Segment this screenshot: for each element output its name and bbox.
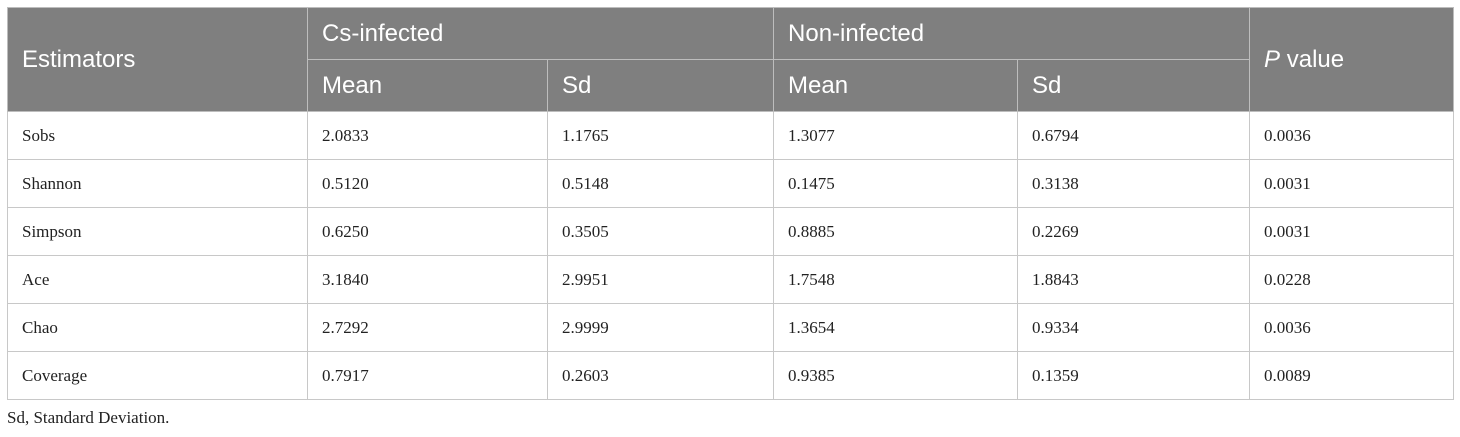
header-cs-mean: Mean: [307, 59, 548, 112]
header-cs-infected: Cs-infected: [306, 7, 775, 60]
table-row: Sobs 2.0833 1.1765 1.3077 0.6794 0.0036: [7, 111, 1455, 160]
cell-cs-mean: 0.5120: [307, 159, 548, 208]
table-row: Coverage 0.7917 0.2603 0.9385 0.1359 0.0…: [7, 351, 1455, 400]
cell-cs-sd: 2.9951: [546, 255, 775, 304]
cell-cs-sd: 1.1765: [546, 111, 775, 160]
cell-non-sd: 0.1359: [1017, 351, 1251, 400]
cell-p-value: 0.0036: [1249, 111, 1455, 160]
cell-non-mean: 0.1475: [773, 159, 1019, 208]
header-row-stats: Mean Sd Mean Sd: [8, 59, 1454, 112]
cell-non-sd: 0.2269: [1017, 207, 1251, 256]
table-footnote: Sd, Standard Deviation.: [7, 408, 170, 427]
cell-cs-sd: 0.2603: [546, 351, 775, 400]
cell-p-value: 0.0089: [1249, 351, 1455, 400]
cell-non-sd: 0.3138: [1017, 159, 1251, 208]
table-container: Estimators Cs-infected Non-infected P va…: [7, 7, 1455, 400]
header-estimators: Estimators: [7, 7, 308, 112]
cell-non-mean: 1.7548: [773, 255, 1019, 304]
cell-p-value: 0.0031: [1249, 207, 1455, 256]
table-row: Ace 3.1840 2.9951 1.7548 1.8843 0.0228: [7, 255, 1455, 304]
cell-cs-mean: 0.6250: [307, 207, 548, 256]
header-non-infected: Non-infected: [773, 7, 1251, 60]
header-p-suffix: value: [1280, 45, 1345, 73]
table-row: Chao 2.7292 2.9999 1.3654 0.9334 0.0036: [7, 303, 1455, 352]
header-row-groups: Estimators Cs-infected Non-infected P va…: [7, 7, 1455, 112]
cell-cs-sd: 2.9999: [546, 303, 775, 352]
table-row: Shannon 0.5120 0.5148 0.1475 0.3138 0.00…: [7, 159, 1455, 208]
cell-non-mean: 0.8885: [773, 207, 1019, 256]
cell-estimator: Chao: [7, 303, 308, 352]
table-row: Simpson 0.6250 0.3505 0.8885 0.2269 0.00…: [7, 207, 1455, 256]
cell-p-value: 0.0228: [1249, 255, 1455, 304]
cell-estimator: Shannon: [7, 159, 308, 208]
table-body: Sobs 2.0833 1.1765 1.3077 0.6794 0.0036 …: [7, 111, 1455, 400]
header-non-sd: Sd: [1017, 59, 1251, 112]
cell-non-mean: 0.9385: [773, 351, 1019, 400]
table-header: Estimators Cs-infected Non-infected P va…: [7, 7, 1455, 112]
header-cs-sd: Sd: [546, 59, 775, 112]
cell-p-value: 0.0031: [1249, 159, 1455, 208]
cell-cs-mean: 3.1840: [307, 255, 548, 304]
estimators-table: Estimators Cs-infected Non-infected P va…: [7, 7, 1455, 400]
cell-cs-sd: 0.5148: [546, 159, 775, 208]
cell-estimator: Sobs: [7, 111, 308, 160]
cell-estimator: Simpson: [7, 207, 308, 256]
cell-non-mean: 1.3077: [773, 111, 1019, 160]
header-non-mean: Mean: [773, 59, 1019, 112]
cell-non-mean: 1.3654: [773, 303, 1019, 352]
cell-p-value: 0.0036: [1249, 303, 1455, 352]
header-p-letter: P: [1264, 45, 1281, 73]
header-p-value: P value: [1249, 7, 1455, 112]
cell-non-sd: 0.6794: [1017, 111, 1251, 160]
cell-cs-mean: 0.7917: [307, 351, 548, 400]
cell-non-sd: 0.9334: [1017, 303, 1251, 352]
cell-cs-sd: 0.3505: [546, 207, 775, 256]
cell-estimator: Ace: [7, 255, 308, 304]
cell-cs-mean: 2.7292: [307, 303, 548, 352]
cell-cs-mean: 2.0833: [307, 111, 548, 160]
cell-estimator: Coverage: [7, 351, 308, 400]
cell-non-sd: 1.8843: [1017, 255, 1251, 304]
